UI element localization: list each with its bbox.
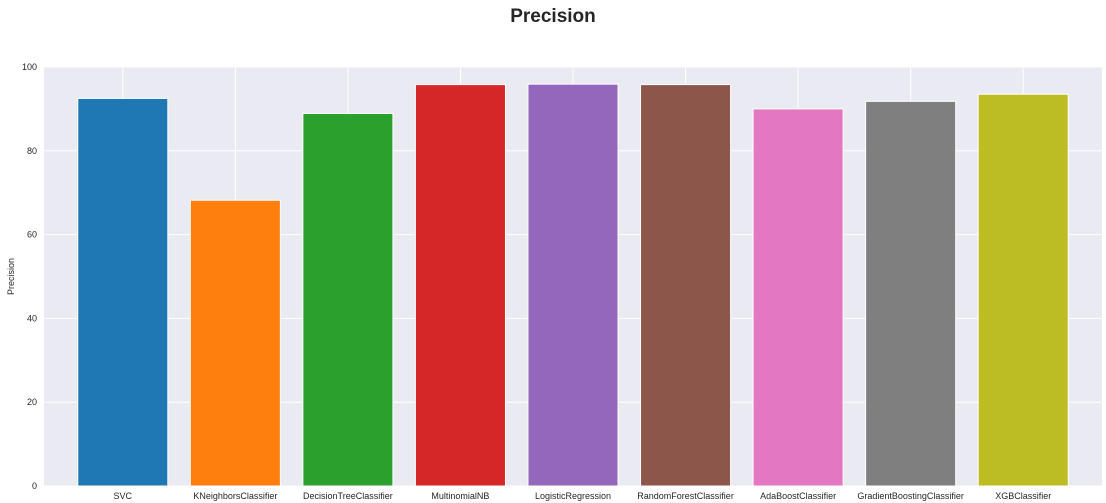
x-tick-label: LogisticRegression <box>535 491 611 501</box>
x-tick-label: AdaBoostClassifier <box>760 491 836 501</box>
bar-adaboostclassifier <box>752 108 844 487</box>
x-axis: SVC KNeighborsClassifier DecisionTreeClass… <box>114 491 1052 501</box>
y-tick-label: 20 <box>27 397 37 407</box>
x-tick-label: DecisionTreeClassifier <box>303 491 393 501</box>
x-tick-label: KNeighborsClassifier <box>193 491 277 501</box>
bar-multinomialnb <box>414 84 506 487</box>
x-tick-label: MultinomialNB <box>431 491 489 501</box>
y-tick-label: 40 <box>27 313 37 323</box>
bar-svc <box>77 97 169 487</box>
y-tick-label: 0 <box>32 481 37 491</box>
bar-logisticregression <box>527 83 619 487</box>
bar-kneighborsclassifier <box>189 199 281 487</box>
y-axis-label: Precision <box>6 258 16 295</box>
x-tick-label: RandomForestClassifier <box>637 491 734 501</box>
y-tick-label: 80 <box>27 146 37 156</box>
y-tick-label: 60 <box>27 230 37 240</box>
bars <box>77 83 1069 487</box>
x-tick-label: XGBClassifier <box>995 491 1051 501</box>
bar-gradientboostingclassifier <box>865 100 957 487</box>
bar-decisiontreeclassifier <box>302 113 394 487</box>
bar-randomforestclassifier <box>640 84 732 487</box>
y-tick-label: 100 <box>22 62 37 72</box>
x-tick-label: GradientBoostingClassifier <box>857 491 964 501</box>
chart-title: Precision <box>510 6 596 27</box>
y-axis: 0 20 40 60 80 100 <box>22 62 37 491</box>
x-tick-label: SVC <box>114 491 133 501</box>
bar-xgbclassifier <box>977 93 1069 487</box>
